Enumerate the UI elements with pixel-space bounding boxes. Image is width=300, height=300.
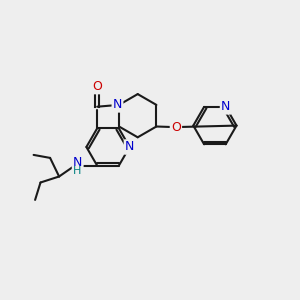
Text: N: N (125, 140, 134, 154)
Text: N: N (221, 100, 230, 113)
Text: O: O (92, 80, 102, 93)
Text: H: H (73, 166, 81, 176)
Text: N: N (113, 98, 122, 111)
Text: N: N (73, 156, 82, 169)
Text: O: O (171, 121, 181, 134)
